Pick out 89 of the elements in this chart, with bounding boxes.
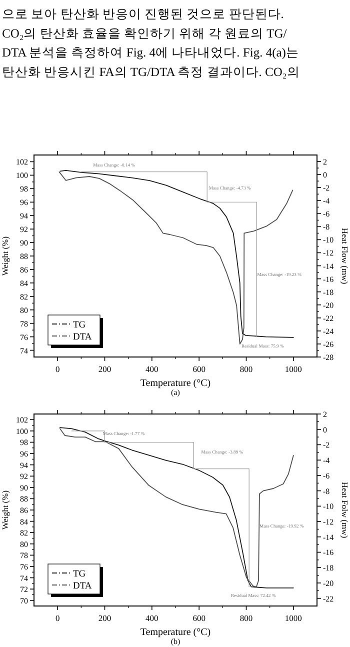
y2-tick-label: -8 bbox=[323, 222, 330, 232]
x-tick-label: 200 bbox=[98, 364, 112, 374]
y2-tick-label: 2 bbox=[323, 410, 327, 419]
y2-tick-label: -22 bbox=[323, 594, 334, 604]
y-tick-label: 98 bbox=[20, 184, 28, 194]
y-tick-label: 86 bbox=[20, 265, 28, 274]
y2-tick-label: -4 bbox=[323, 196, 330, 206]
x-tick-label: 0 bbox=[55, 364, 60, 374]
y-tick-label: 70 bbox=[20, 596, 28, 606]
x-tick-label: 200 bbox=[98, 613, 112, 623]
y-tick-label: 98 bbox=[20, 438, 28, 448]
y-tick-label: 80 bbox=[20, 306, 28, 315]
y2-tick-label: -6 bbox=[323, 471, 330, 480]
y2-tick-label: -28 bbox=[323, 353, 334, 362]
y2-tick-label: -12 bbox=[323, 248, 334, 258]
y-tick-label: 88 bbox=[20, 494, 28, 504]
x-tick-label: 600 bbox=[192, 613, 206, 623]
x-axis-title: Temperature (°C) bbox=[140, 627, 211, 638]
y2-tick-label: -10 bbox=[323, 502, 334, 512]
text: DTA 분석을 측정하여 Fig. 4에 나타내었다. Fig. 4(a)는 bbox=[2, 46, 299, 60]
x-tick-label: 800 bbox=[240, 613, 253, 623]
y2-tick-label: -18 bbox=[323, 288, 334, 297]
y2-tick-label: -22 bbox=[323, 314, 334, 323]
y-tick-label: 74 bbox=[20, 574, 28, 583]
y-tick-label: 78 bbox=[20, 551, 28, 560]
y-tick-label: 100 bbox=[16, 426, 28, 436]
y2-tick-label: -26 bbox=[323, 340, 334, 349]
y2-tick-label: 0 bbox=[323, 425, 327, 434]
y-tick-label: 90 bbox=[20, 238, 28, 248]
y-tick-label: 96 bbox=[20, 198, 28, 208]
y2-tick-label: -16 bbox=[323, 548, 334, 558]
y2-tick-label: -14 bbox=[323, 262, 334, 271]
x-axis-title: Temperature (°C) bbox=[140, 378, 211, 389]
y-tick-label: 78 bbox=[20, 319, 28, 328]
y2-tick-label: -2 bbox=[323, 184, 330, 193]
y2-tick-label: -20 bbox=[323, 578, 334, 588]
y-tick-label: 88 bbox=[20, 252, 28, 261]
y2-tick-label: 2 bbox=[323, 158, 327, 167]
y-tick-label: 96 bbox=[20, 450, 28, 459]
y2-tick-label: -18 bbox=[323, 564, 334, 573]
text: 으로 보아 탄산화 반응이 진행된 것으로 판단된다. bbox=[2, 7, 284, 21]
y2-tick-label: -2 bbox=[323, 440, 330, 450]
y2-axis-title: Heat Flow (mw) bbox=[340, 228, 350, 284]
y-tick-label: 94 bbox=[20, 212, 28, 221]
y-tick-label: 94 bbox=[20, 460, 28, 470]
text: 탄산화 반응시킨 FA의 TG/DTA 측정 결과이다. CO₂의 bbox=[2, 64, 300, 79]
y2-tick-label: -8 bbox=[323, 486, 330, 496]
y-axis-title: Weight (%) bbox=[0, 236, 10, 276]
y-tick-label: 82 bbox=[20, 292, 28, 302]
y-tick-label: 72 bbox=[20, 585, 28, 594]
y2-tick-label: -10 bbox=[323, 236, 334, 245]
y-tick-label: 74 bbox=[20, 346, 28, 356]
y2-tick-label: -4 bbox=[323, 456, 330, 466]
x-tick-label: 800 bbox=[240, 364, 253, 374]
y-tick-label: 102 bbox=[16, 158, 28, 167]
y-tick-label: 84 bbox=[20, 517, 28, 526]
y-tick-label: 80 bbox=[20, 540, 28, 549]
x-tick-label: 1000 bbox=[284, 364, 302, 374]
y-tick-label: 82 bbox=[20, 528, 28, 538]
y-tick-label: 92 bbox=[20, 225, 28, 234]
y2-tick-label: -20 bbox=[323, 300, 334, 310]
y2-tick-label: -12 bbox=[323, 518, 334, 527]
text: CO₂의 탄산화 효율을 확인하기 위해 각 원료의 TG/ bbox=[2, 26, 288, 40]
legend-label: DTA bbox=[73, 582, 92, 592]
legend-label: TG bbox=[73, 570, 86, 580]
x-tick-label: 400 bbox=[146, 364, 158, 374]
y-axis-title: Weight (%) bbox=[0, 490, 10, 530]
x-tick-label: 1000 bbox=[284, 613, 302, 623]
y-tick-label: 92 bbox=[20, 472, 28, 482]
y-tick-label: 76 bbox=[20, 332, 28, 342]
text: (b) bbox=[170, 637, 180, 646]
y-tick-label: 86 bbox=[20, 506, 28, 515]
y-tick-label: 76 bbox=[20, 562, 28, 572]
y2-axis-title: Heat Folw (mw) bbox=[340, 482, 350, 538]
y2-tick-label: -6 bbox=[323, 210, 330, 219]
y-tick-label: 100 bbox=[16, 171, 28, 180]
text: (a) bbox=[171, 388, 180, 397]
x-tick-label: 400 bbox=[146, 613, 158, 623]
y2-tick-label: -16 bbox=[323, 274, 334, 284]
y2-tick-label: -14 bbox=[323, 532, 334, 542]
y2-tick-label: -24 bbox=[323, 326, 334, 336]
x-tick-label: 600 bbox=[192, 364, 206, 374]
y-tick-label: 90 bbox=[20, 483, 28, 492]
legend-label: DTA bbox=[73, 332, 92, 342]
legend-label: TG bbox=[73, 320, 86, 330]
x-tick-label: 0 bbox=[55, 613, 60, 623]
y-tick-label: 84 bbox=[20, 278, 28, 288]
y2-tick-label: 0 bbox=[323, 170, 327, 180]
y-tick-label: 102 bbox=[16, 416, 28, 425]
